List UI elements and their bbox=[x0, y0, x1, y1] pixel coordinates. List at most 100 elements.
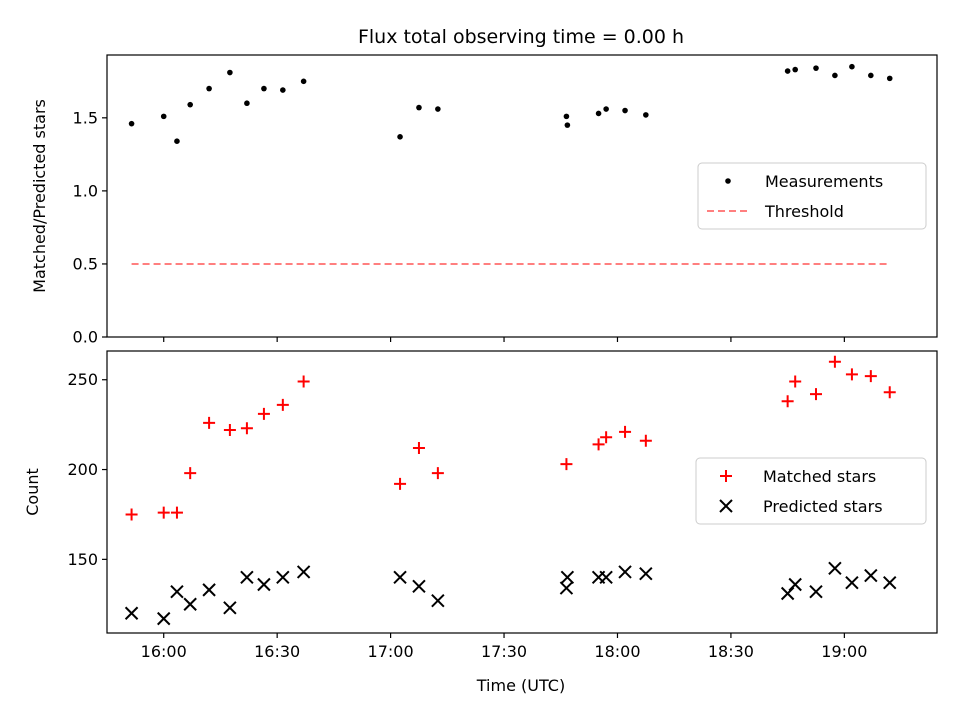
matched-stars-point bbox=[781, 395, 794, 408]
predicted-stars-point bbox=[639, 567, 653, 581]
predicted-stars-point bbox=[864, 568, 878, 583]
matched-stars-point bbox=[864, 370, 877, 383]
y-tick-label: 150 bbox=[67, 550, 98, 569]
measurement-point bbox=[206, 85, 212, 92]
matched-stars-point bbox=[203, 416, 216, 429]
predicted-stars-point bbox=[618, 565, 632, 579]
predicted-stars-point bbox=[202, 583, 216, 597]
matched-stars-point bbox=[592, 438, 605, 451]
x-axis-label: Time (UTC) bbox=[476, 676, 565, 695]
matched-stars-point bbox=[276, 398, 289, 411]
predicted-stars-point bbox=[559, 581, 574, 595]
legend-measurements-marker bbox=[725, 178, 731, 184]
matched-stars-point bbox=[297, 375, 310, 388]
predicted-stars-point bbox=[780, 586, 795, 601]
predicted-stars-point bbox=[412, 579, 426, 594]
legend-threshold-label: Threshold bbox=[764, 202, 844, 221]
predicted-stars-point bbox=[124, 606, 139, 620]
measurement-point bbox=[622, 107, 628, 114]
x-tick-label: 16:00 bbox=[141, 642, 187, 661]
predicted-stars-point bbox=[845, 575, 859, 590]
y-tick-label: 0.0 bbox=[73, 328, 98, 347]
measurement-point bbox=[643, 112, 649, 118]
predicted-stars-point bbox=[240, 570, 254, 585]
predicted-stars-point bbox=[599, 570, 613, 585]
measurement-point bbox=[792, 66, 799, 73]
top-panel: 0.0 0.5 1.0 1.5 Matched/Predicted stars Mea… bbox=[30, 54, 938, 347]
predicted-stars-point bbox=[809, 584, 823, 599]
predicted-stars-point bbox=[183, 597, 197, 611]
legend-predicted-marker bbox=[719, 499, 733, 513]
measurement-point bbox=[227, 69, 233, 76]
measurement-point bbox=[261, 85, 267, 92]
y-tick-label: 200 bbox=[67, 460, 98, 479]
matched-stars-point bbox=[170, 506, 183, 519]
top-y-axis-label: Matched/Predicted stars bbox=[30, 99, 49, 293]
predicted-stars-point bbox=[276, 570, 290, 585]
y-tick-label: 250 bbox=[67, 370, 98, 389]
predicted-stars-point bbox=[157, 611, 171, 626]
matched-stars-point bbox=[883, 386, 896, 399]
measurement-point bbox=[244, 100, 250, 107]
measurement-point bbox=[595, 110, 602, 117]
matched-stars-point bbox=[639, 434, 652, 447]
bottom-ticks: 150 200 250 16:00 16:30 17:00 17:30 18:00 18:30 1… bbox=[67, 370, 867, 661]
top-chart-title: Flux total observing time = 0.00 h bbox=[358, 26, 684, 48]
matched-stars-point bbox=[431, 467, 444, 480]
measurement-point bbox=[187, 101, 193, 108]
bottom-panel-frame bbox=[106, 350, 938, 634]
predicted-stars-point bbox=[788, 577, 802, 592]
measurement-point bbox=[174, 138, 180, 145]
predicted-stars-point bbox=[393, 570, 407, 585]
bottom-legend-frame bbox=[695, 457, 927, 525]
matched-stars-point bbox=[789, 375, 802, 388]
predicted-stars-point bbox=[560, 570, 575, 585]
measurement-point bbox=[416, 104, 422, 111]
measurement-point bbox=[784, 68, 791, 74]
bottom-legend: Matched stars Predicted stars bbox=[695, 457, 927, 525]
measurement-point bbox=[280, 87, 286, 93]
predicted-stars-point bbox=[296, 565, 311, 579]
x-tick-label: 16:30 bbox=[254, 642, 300, 661]
legend-predicted-label: Predicted stars bbox=[763, 497, 883, 516]
x-tick-label: 18:00 bbox=[594, 642, 640, 661]
measurement-point bbox=[868, 72, 874, 79]
top-legend-frame bbox=[697, 162, 927, 230]
measurement-point bbox=[886, 75, 893, 82]
measurement-point bbox=[603, 106, 609, 112]
measurement-point bbox=[300, 78, 307, 85]
legend-matched-label: Matched stars bbox=[763, 467, 876, 486]
matched-stars-point bbox=[125, 508, 138, 521]
y-tick-label: 1.5 bbox=[73, 108, 98, 127]
count-points bbox=[124, 355, 897, 626]
measurement-point bbox=[849, 63, 855, 70]
predicted-stars-point bbox=[170, 584, 184, 599]
measurement-point bbox=[563, 113, 570, 120]
predicted-stars-point bbox=[431, 593, 445, 608]
y-tick-label: 0.5 bbox=[73, 254, 98, 273]
measurement-point bbox=[397, 134, 403, 140]
measurement-point bbox=[160, 113, 167, 120]
top-panel-frame bbox=[106, 54, 938, 338]
x-tick-label: 17:30 bbox=[481, 642, 527, 661]
x-tick-label: 18:30 bbox=[708, 642, 754, 661]
matched-stars-point bbox=[828, 355, 841, 368]
predicted-stars-point bbox=[257, 577, 271, 592]
measurement-points bbox=[128, 63, 893, 145]
predicted-stars-point bbox=[828, 561, 842, 576]
legend-measurements-label: Measurements bbox=[765, 172, 883, 191]
bottom-y-axis-label: Count bbox=[23, 468, 42, 516]
matched-stars-point bbox=[184, 467, 197, 480]
legend-matched-marker bbox=[720, 470, 732, 482]
matched-stars-point bbox=[600, 431, 613, 444]
measurement-point bbox=[435, 106, 441, 112]
measurement-point bbox=[128, 120, 135, 127]
measurement-point bbox=[564, 122, 571, 128]
predicted-stars-point bbox=[883, 575, 897, 590]
measurement-point bbox=[813, 65, 819, 71]
top-ticks: 0.0 0.5 1.0 1.5 bbox=[73, 108, 845, 347]
matched-stars-point bbox=[240, 422, 253, 435]
measurement-point bbox=[832, 72, 838, 79]
matched-stars-point bbox=[560, 458, 573, 471]
